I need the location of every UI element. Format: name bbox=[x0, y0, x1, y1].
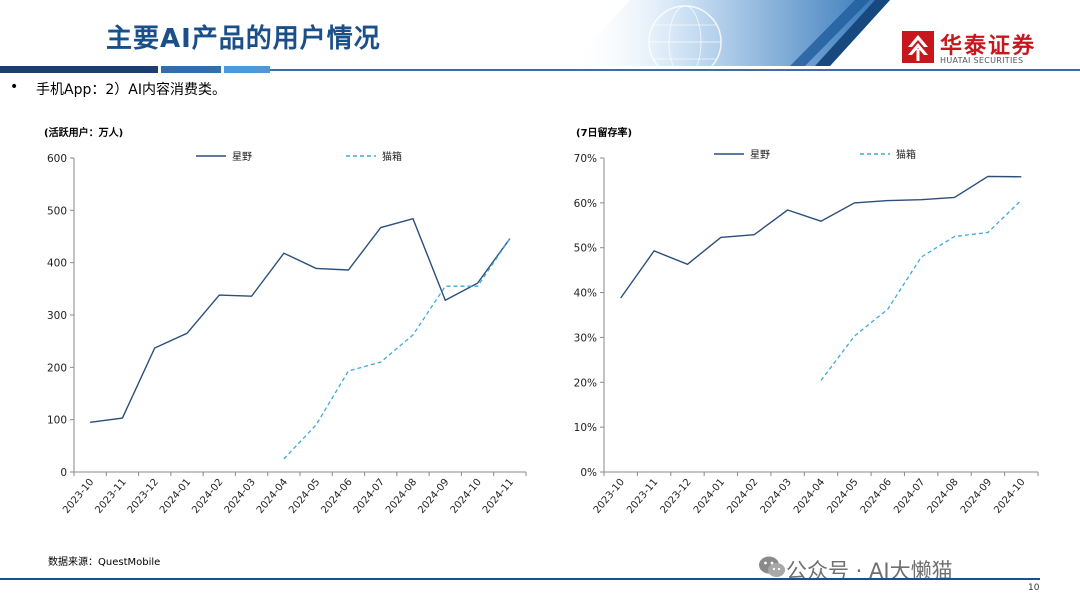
logo-text-en: HUATAI SECURITIES bbox=[940, 56, 1024, 65]
page-number: 10 bbox=[1028, 583, 1040, 593]
chart-1-x-tick-label: 2024-06 bbox=[859, 477, 894, 516]
chart-0-legend-1-label: 猫箱 bbox=[382, 150, 402, 163]
chart-1-x-tick-label: 2024-05 bbox=[825, 477, 860, 516]
chart-0-y-tick-label: 600 bbox=[47, 153, 67, 165]
chart-1-legend-0-label: 星野 bbox=[750, 149, 770, 161]
chart-1-x-tick-label: 2024-09 bbox=[959, 477, 994, 516]
chart-0-y-tick-label: 200 bbox=[47, 362, 67, 374]
chart-1-y-tick-label: 10% bbox=[574, 422, 597, 434]
watermark-text: 公众号 · AI大懒猫 bbox=[786, 559, 953, 583]
header-rule bbox=[270, 69, 1080, 71]
chart-0-y-tick-label: 100 bbox=[47, 415, 67, 427]
chart-1-x-tick-label: 2024-01 bbox=[692, 477, 727, 516]
chart-1-x-tick-label: 2024-08 bbox=[926, 477, 961, 516]
header-bar-mid bbox=[161, 66, 221, 73]
chart-0-y-tick-label: 400 bbox=[47, 258, 67, 270]
header-bar-light bbox=[224, 66, 270, 73]
logo-text-cn: 华泰证券 bbox=[940, 34, 1037, 59]
chart-1-y-tick-label: 60% bbox=[574, 198, 597, 210]
data-source-note: 数据来源：QuestMobile bbox=[48, 557, 161, 568]
chart-1-y-tick-label: 40% bbox=[574, 288, 597, 300]
chart-1-x-tick-label: 2024-10 bbox=[992, 477, 1027, 516]
right-chart-unit-label: (7日留存率) bbox=[576, 128, 633, 139]
chart-1-y-tick-label: 30% bbox=[574, 332, 597, 344]
wechat-icon bbox=[759, 556, 785, 577]
chart-1-y-tick-label: 0% bbox=[580, 467, 597, 479]
chart-1-x-tick-label: 2023-11 bbox=[625, 477, 660, 516]
chart-1-x-tick-label: 2024-07 bbox=[892, 477, 927, 516]
chart-1-x-tick-label: 2023-10 bbox=[592, 477, 627, 516]
chart-1-y-tick-label: 70% bbox=[574, 153, 597, 165]
chart-1-x-tick-label: 2024-04 bbox=[792, 477, 827, 516]
header-bar-dark bbox=[0, 66, 158, 73]
chart-0-legend-0-label: 星野 bbox=[232, 151, 252, 163]
chart-1-x-tick-label: 2024-02 bbox=[725, 477, 760, 516]
chart-0-series-1-line bbox=[283, 238, 511, 460]
chart-1-y-tick-label: 20% bbox=[574, 377, 597, 389]
section-subtitle: 手机App：2）AI内容消费类。 bbox=[36, 82, 226, 98]
page-title: 主要AI产品的用户情况 bbox=[106, 24, 381, 54]
chart-1-x-tick-label: 2023-12 bbox=[658, 477, 693, 516]
chart-1-y-tick-label: 50% bbox=[574, 243, 597, 255]
chart-0-y-tick-label: 500 bbox=[47, 205, 67, 217]
huatai-logo-icon bbox=[902, 31, 934, 63]
left-chart-unit-label: (活跃用户：万人) bbox=[44, 128, 124, 139]
globe-banner-graphic bbox=[570, 0, 890, 66]
bullet-dot: • bbox=[10, 79, 19, 95]
chart-1-x-tick-label: 2024-03 bbox=[759, 477, 794, 516]
chart-0-y-tick-label: 0 bbox=[60, 467, 67, 479]
chart-0-series-0-line bbox=[90, 217, 511, 423]
chart-1-series-0-line bbox=[620, 175, 1022, 299]
chart-1-series-1-line bbox=[820, 199, 1022, 381]
chart-0-y-tick-label: 300 bbox=[47, 310, 67, 322]
chart-1-legend-1-label: 猫箱 bbox=[896, 148, 916, 161]
footer-rule bbox=[0, 578, 1040, 580]
